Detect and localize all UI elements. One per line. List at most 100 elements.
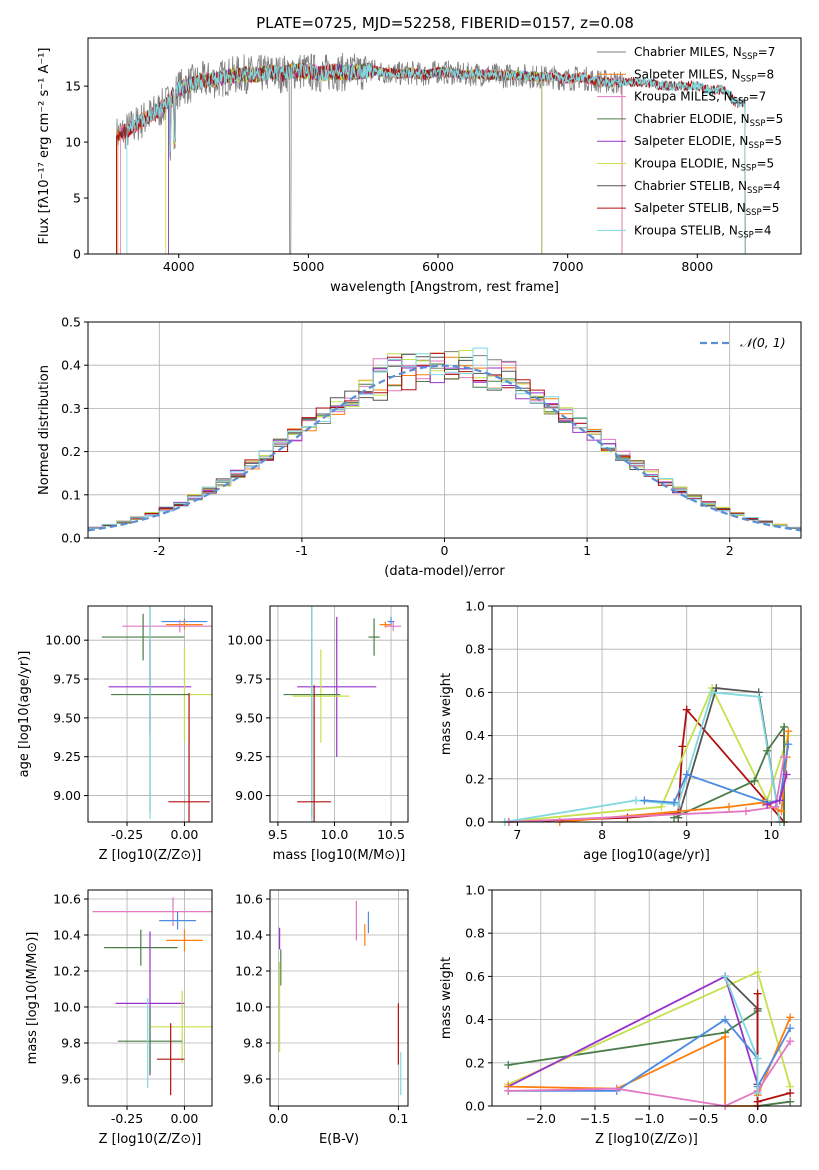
y-tick-label: 9.50 <box>235 710 263 725</box>
x-axis-label: E(B-V) <box>319 1132 359 1147</box>
x-axis-label: mass [log10(M/M⊙)] <box>273 848 406 863</box>
spectrum-series-kroupa_elodie <box>165 62 543 254</box>
y-tick-label: 0 <box>73 247 81 262</box>
weight-marker <box>640 796 649 805</box>
legend-entry: Chabrier MILES, NSSP=7 <box>634 45 775 62</box>
y-tick-label: 0.4 <box>465 728 485 743</box>
errorbar-point <box>368 618 380 656</box>
y-tick-label: 0.6 <box>465 685 485 700</box>
weight-marker <box>721 1032 730 1041</box>
y-tick-label: 10.00 <box>227 633 263 648</box>
x-tick-label: 0.0 <box>268 1111 288 1126</box>
errorbars <box>92 897 212 1096</box>
weight-marker <box>657 802 666 811</box>
weight-marker <box>708 688 717 697</box>
weight-series <box>500 684 793 826</box>
x-axis-label: Z [log10(Z/Z⊙)] <box>99 848 202 863</box>
y-tick-label: 10.2 <box>53 964 81 979</box>
weight-line <box>508 757 785 823</box>
x-axis-label: age [log10(age/yr)] <box>583 848 710 863</box>
weight-marker <box>678 742 687 751</box>
x-tick-label: -1 <box>296 543 308 558</box>
errorbar-point <box>150 990 212 1063</box>
weight-marker <box>786 1024 795 1033</box>
y-tick-label: 15 <box>65 79 81 94</box>
histogram-kroupa_stelib <box>88 347 801 538</box>
axes-frame <box>87 605 213 823</box>
errorbar-point <box>379 621 392 628</box>
y-tick-label: 0.3 <box>61 401 81 416</box>
axes-frame <box>87 37 802 255</box>
y-tick-label: 0.0 <box>465 815 485 830</box>
weight-marker <box>504 1086 513 1095</box>
weight-marker <box>753 1097 762 1106</box>
legend-entry: Kroupa MILES, NSSP=7 <box>634 90 766 107</box>
weight-marker <box>771 802 780 811</box>
weight-marker <box>682 705 691 714</box>
errorbars <box>101 606 212 822</box>
weight-marker <box>631 796 640 805</box>
errorbar-point <box>297 616 377 757</box>
weight-marker <box>786 1097 795 1106</box>
x-axis-label: wavelength [Angstrom, rest frame] <box>330 280 559 295</box>
weight-marker <box>754 692 763 701</box>
axes-frame <box>269 889 409 1107</box>
spectrum-series-kroupa_stelib <box>126 62 746 254</box>
errorbar-point <box>122 619 212 633</box>
x-tick-label: 0.00 <box>171 1111 199 1126</box>
spectrum-series-kroupa_miles <box>120 62 623 254</box>
age-vs-Z-panel: -0.25 0.00 9.00 9.25 9.50 9.75 10.00 Z [log10(Z… <box>17 605 213 863</box>
errorbar-point <box>104 929 178 966</box>
y-tick-label: 9.6 <box>243 1072 263 1087</box>
errorbar-point <box>168 693 210 822</box>
weight-marker <box>784 740 793 749</box>
weight-marker <box>786 1037 795 1046</box>
weight-marker <box>784 727 793 736</box>
weight-line <box>508 1018 791 1092</box>
x-tick-label: −1.5 <box>580 1111 610 1126</box>
y-tick-label: 0.8 <box>465 926 485 941</box>
mass-weight-vs-Z-panel: −2.0 −1.5 −1.0 −0.5 0.0 0.0 0.2 0.4 0.6 0.8 1.0 Z [… <box>439 883 802 1147</box>
y-tick-label: 0.2 <box>465 1055 485 1070</box>
mass-vs-Z-panel: -0.25 0.00 9.6 9.8 10.0 10.2 10.4 10.6 Z [log10(… <box>25 889 213 1147</box>
errorbar-point <box>166 929 203 952</box>
y-tick-label: 9.6 <box>61 1072 81 1087</box>
weight-line <box>504 691 781 823</box>
age-vs-mass-panel: 9.5 10.0 10.5 9.00 9.25 9.50 9.75 10.00 mass [lo… <box>227 605 409 863</box>
weight-marker <box>753 968 762 977</box>
x-tick-label: 10 <box>763 827 779 842</box>
y-tick-label: 1.0 <box>465 599 485 614</box>
x-tick-label: 2 <box>726 543 734 558</box>
mass-vs-EBV-panel: 0.0 0.1 9.6 9.8 10.0 10.2 10.4 10.6 E(B-V) <box>235 889 409 1147</box>
weight-marker <box>670 798 679 807</box>
errorbar-point <box>117 1008 183 1074</box>
axes-frame <box>269 605 409 823</box>
y-axis-label: Flux [fλ10⁻¹⁷ erg cm⁻² s⁻¹ A⁻¹] <box>37 48 52 245</box>
y-tick-label: 9.25 <box>235 749 263 764</box>
weight-marker <box>753 989 762 998</box>
spectrum-legend: Chabrier MILES, NSSP=7 Salpeter MILES, NS… <box>597 45 783 240</box>
y-tick-label: 0.4 <box>61 358 81 373</box>
y-tick-label: 0.0 <box>61 531 81 546</box>
weight-marker <box>674 800 683 809</box>
x-tick-label: 0.00 <box>171 827 199 842</box>
x-tick-label: 0.0 <box>748 1111 768 1126</box>
x-tick-label: 9.5 <box>268 827 288 842</box>
y-tick-label: 10.00 <box>45 633 81 648</box>
weight-marker <box>721 972 730 981</box>
x-axis-label: Z [log10(Z/Z⊙)] <box>595 1132 698 1147</box>
y-axis-label: mass weight <box>439 673 454 755</box>
legend-entry: Salpeter STELIB, NSSP=5 <box>634 201 779 218</box>
x-axis-label: (data-model)/error <box>384 564 505 579</box>
axes-frame <box>491 605 802 823</box>
x-tick-label: −1.0 <box>634 1111 664 1126</box>
y-tick-label: 9.8 <box>61 1036 81 1051</box>
x-axis-label: Z [log10(Z/Z⊙)] <box>99 1132 202 1147</box>
y-tick-label: 10.6 <box>235 892 263 907</box>
legend-entry: Kroupa ELODIE, NSSP=5 <box>634 157 774 174</box>
errorbars <box>283 606 402 822</box>
x-tick-label: 9 <box>683 827 691 842</box>
x-tick-label: 0.1 <box>388 1111 408 1126</box>
x-tick-label: -0.25 <box>111 827 143 842</box>
